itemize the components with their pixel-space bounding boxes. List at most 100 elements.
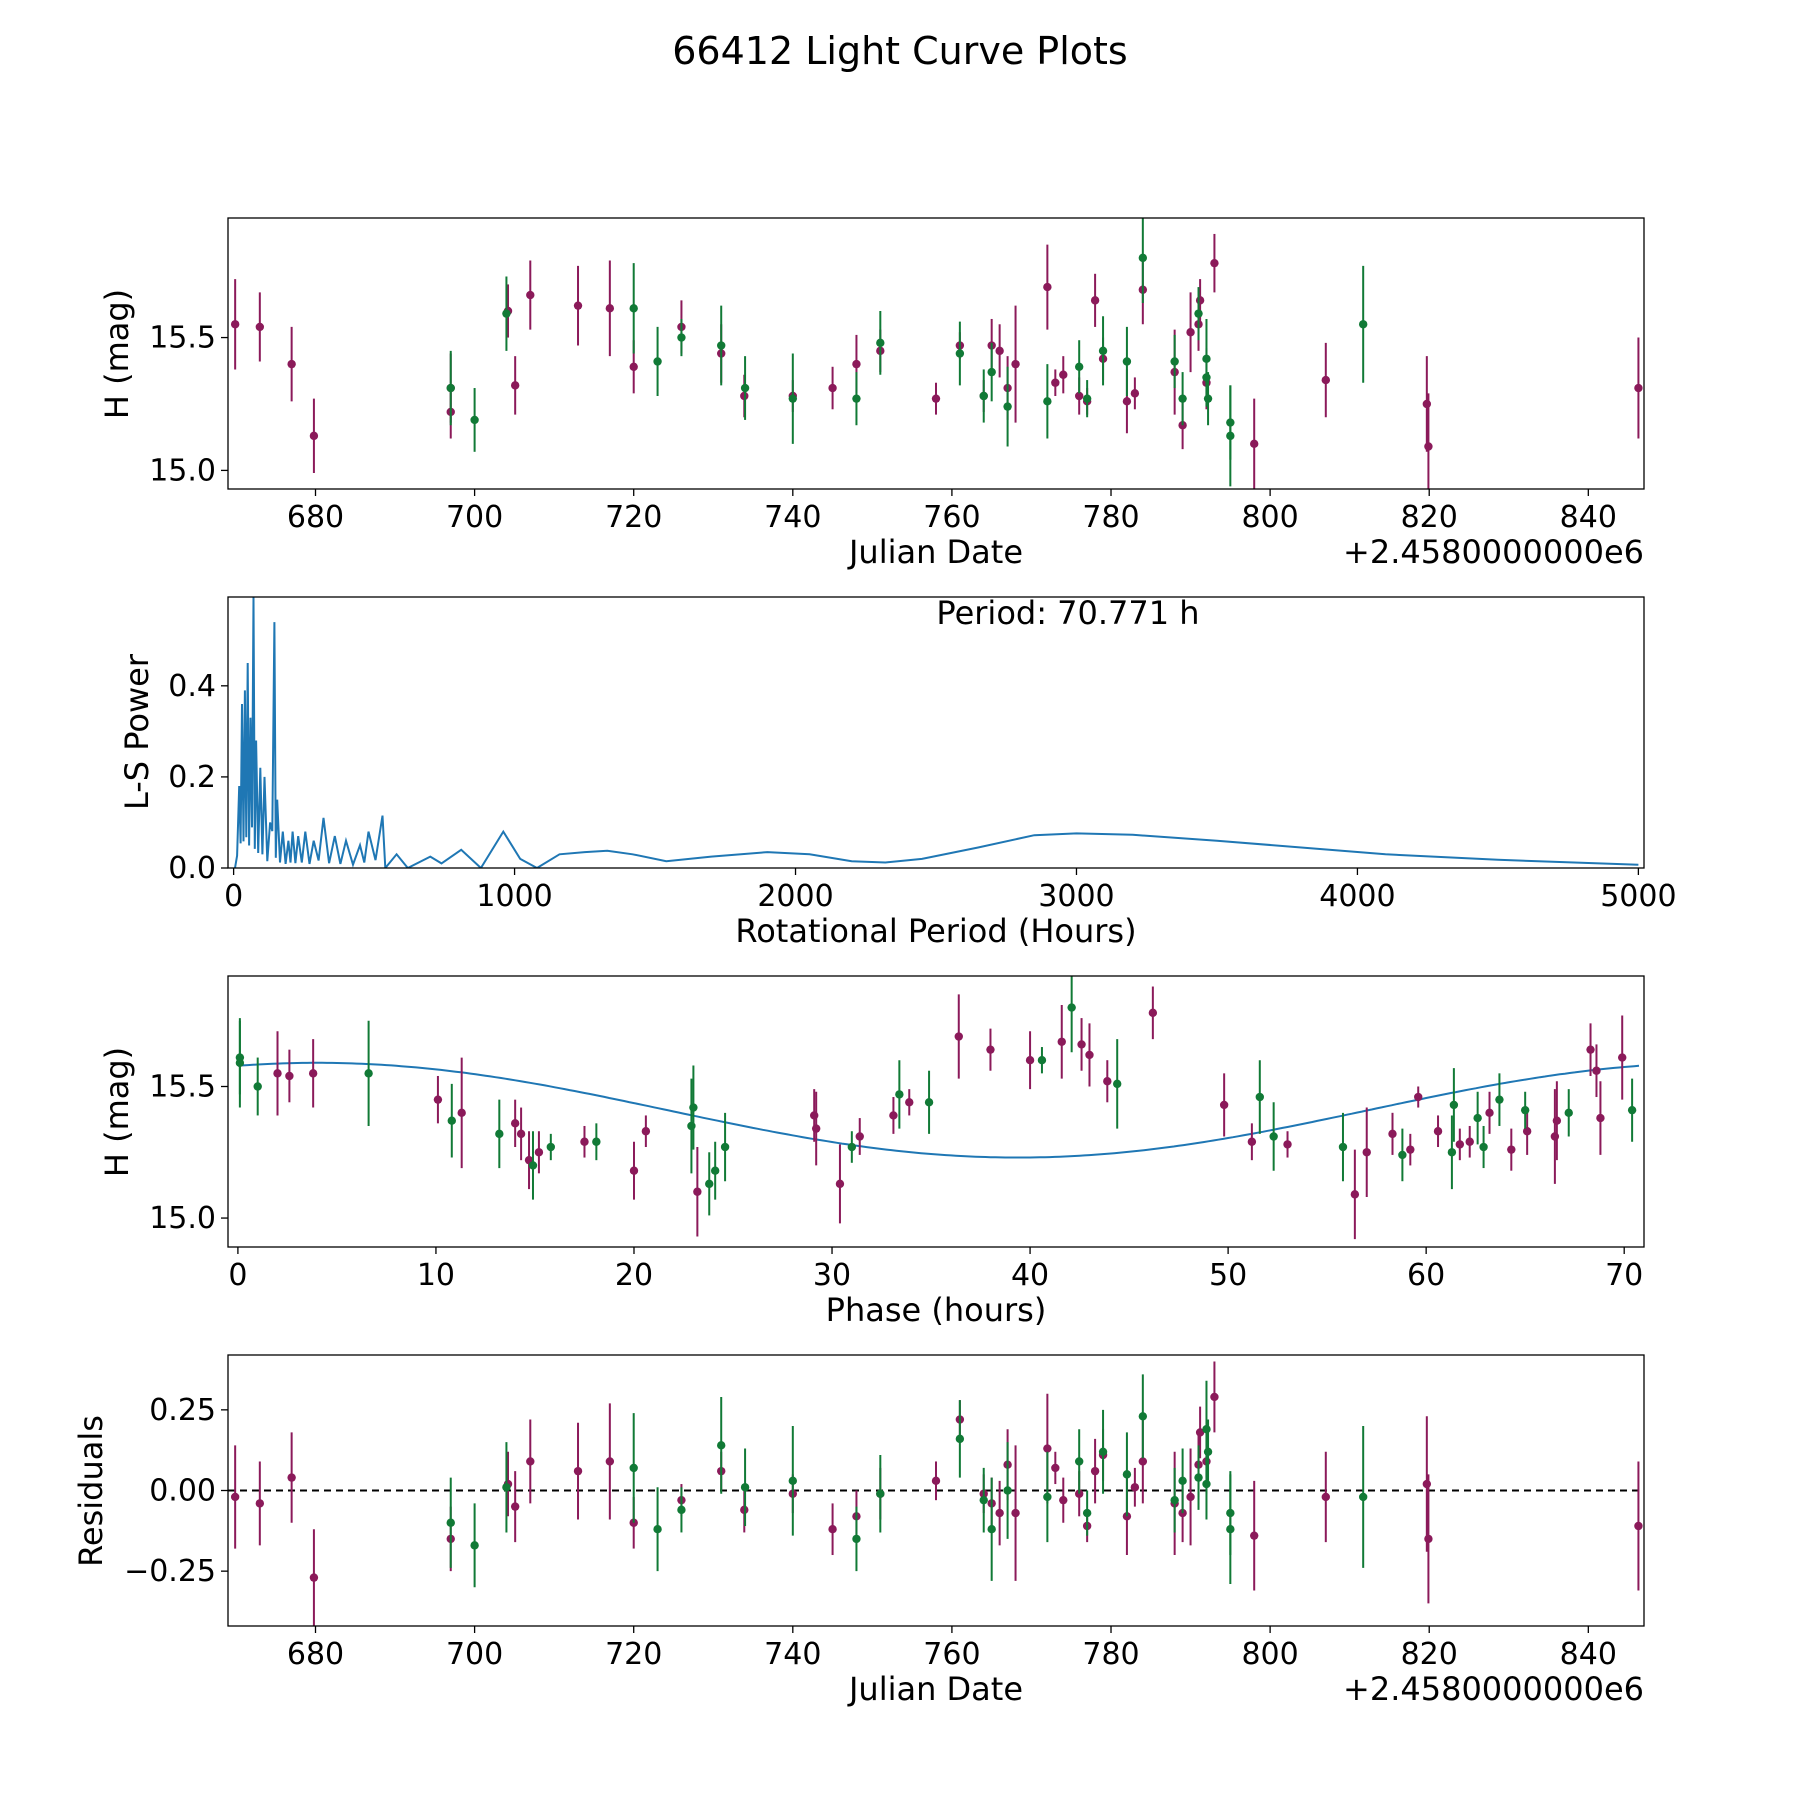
x-tick-label: 780 xyxy=(1082,500,1139,535)
x-tick-label: 2000 xyxy=(757,879,833,914)
x-tick-label: 60 xyxy=(1407,1258,1445,1293)
data-point xyxy=(717,341,726,350)
data-point xyxy=(446,1518,455,1527)
data-point xyxy=(1358,1492,1368,1502)
data-point xyxy=(1358,320,1368,329)
data-point xyxy=(1059,370,1068,379)
data-point xyxy=(1148,1008,1158,1018)
x-tick-label: 840 xyxy=(1560,1637,1617,1672)
data-point xyxy=(828,383,837,393)
residuals-y-ticks: −0.25 0.00 0.25 xyxy=(124,1393,228,1589)
data-point xyxy=(1025,1055,1035,1065)
data-point xyxy=(717,1441,726,1450)
data-point xyxy=(1059,1495,1068,1505)
data-point xyxy=(1338,1142,1348,1152)
data-point xyxy=(1495,1095,1504,1104)
data-point xyxy=(1077,1040,1086,1049)
data-point xyxy=(1037,1055,1047,1065)
data-point xyxy=(1043,397,1052,406)
data-point xyxy=(653,1525,662,1534)
period-annotation: Period: 70.771 h xyxy=(936,594,1199,632)
data-point xyxy=(629,362,638,371)
data-point xyxy=(847,1142,857,1152)
data-point xyxy=(1520,1105,1530,1115)
lightcurve-y-label: H (mag) xyxy=(98,289,136,419)
data-point xyxy=(1138,253,1148,263)
data-point xyxy=(255,322,265,332)
data-point xyxy=(235,1058,245,1068)
data-point xyxy=(470,415,479,425)
data-point xyxy=(1203,1447,1213,1456)
residuals-plot-area xyxy=(228,1361,1644,1626)
x-tick-label: 20 xyxy=(615,1258,653,1293)
data-point xyxy=(1138,1457,1148,1466)
data-point xyxy=(987,1525,996,1534)
y-tick-label: 15.0 xyxy=(149,1201,216,1236)
data-point xyxy=(1596,1113,1605,1123)
x-tick-label: 3000 xyxy=(1038,879,1114,914)
x-tick-label: 720 xyxy=(605,500,662,535)
data-point xyxy=(1043,1492,1052,1502)
x-tick-label: 820 xyxy=(1401,1637,1458,1672)
data-point xyxy=(1098,1447,1108,1456)
lightcurve-marks xyxy=(230,218,1643,489)
lightcurve-x-ticks: 680 700 720 740 760 780 800 820 840 xyxy=(287,489,1617,535)
data-point xyxy=(1074,1489,1084,1498)
data-point xyxy=(546,1142,556,1152)
lightcurve-y-ticks: 15.0 15.5 xyxy=(149,321,228,488)
x-tick-label: 680 xyxy=(287,1637,344,1672)
x-tick-label: 0 xyxy=(224,879,243,914)
data-point xyxy=(1433,1127,1443,1136)
x-tick-label: 840 xyxy=(1560,500,1617,535)
data-point xyxy=(605,1457,615,1466)
data-point xyxy=(526,290,535,300)
data-point xyxy=(1210,1392,1219,1402)
y-tick-label: 0.00 xyxy=(149,1474,216,1509)
data-point xyxy=(1090,1466,1100,1476)
data-point xyxy=(905,1098,914,1107)
x-tick-label: 1000 xyxy=(476,879,552,914)
panel-lightcurve: 680 700 720 740 760 780 800 820 840 15.0 15.5 Jul… xyxy=(98,217,1645,571)
phased-frame xyxy=(227,975,1645,1248)
data-point xyxy=(954,1032,963,1041)
data-point xyxy=(1186,1492,1195,1502)
x-tick-label: 740 xyxy=(764,500,821,535)
data-point xyxy=(510,381,520,390)
data-point xyxy=(447,1116,456,1125)
panel-periodogram: 0 1000 2000 3000 4000 5000 0.0 0.2 0.4 Period: … xyxy=(118,594,1677,950)
data-point xyxy=(1122,1470,1132,1479)
data-point xyxy=(895,1090,904,1099)
periodogram-y-ticks: 0.0 0.2 0.4 xyxy=(168,669,228,886)
data-point xyxy=(1362,1148,1371,1157)
residuals-marks xyxy=(228,1361,1644,1626)
data-point xyxy=(811,1124,821,1133)
x-tick-label: 700 xyxy=(446,500,503,535)
data-point xyxy=(255,1499,265,1508)
data-point xyxy=(1186,328,1195,337)
data-point xyxy=(1250,1531,1259,1540)
y-tick-label: 15.5 xyxy=(149,1070,216,1105)
data-point xyxy=(1011,1508,1020,1518)
data-point xyxy=(1194,309,1203,318)
data-point xyxy=(677,333,686,342)
x-tick-label: 740 xyxy=(764,1637,821,1672)
data-point xyxy=(1051,378,1060,387)
panel-residuals: 680 700 720 740 760 780 800 820 840 −0.25 0.00 0.2… xyxy=(72,1354,1645,1708)
data-point xyxy=(285,1071,294,1081)
data-point xyxy=(740,383,750,393)
x-tick-label: 720 xyxy=(605,1637,662,1672)
x-tick-label: 680 xyxy=(287,500,344,535)
data-point xyxy=(457,1108,466,1118)
data-point xyxy=(855,1132,864,1141)
data-point xyxy=(1051,1463,1060,1473)
data-point xyxy=(1122,357,1132,366)
data-point xyxy=(253,1082,262,1091)
data-point xyxy=(629,1166,639,1175)
data-point xyxy=(230,320,240,329)
data-point xyxy=(1178,1476,1187,1486)
data-point xyxy=(629,1463,638,1473)
phased-marks xyxy=(235,976,1640,1240)
data-point xyxy=(502,309,511,318)
residuals-x-ticks: 680 700 720 740 760 780 800 820 840 xyxy=(287,1626,1617,1672)
